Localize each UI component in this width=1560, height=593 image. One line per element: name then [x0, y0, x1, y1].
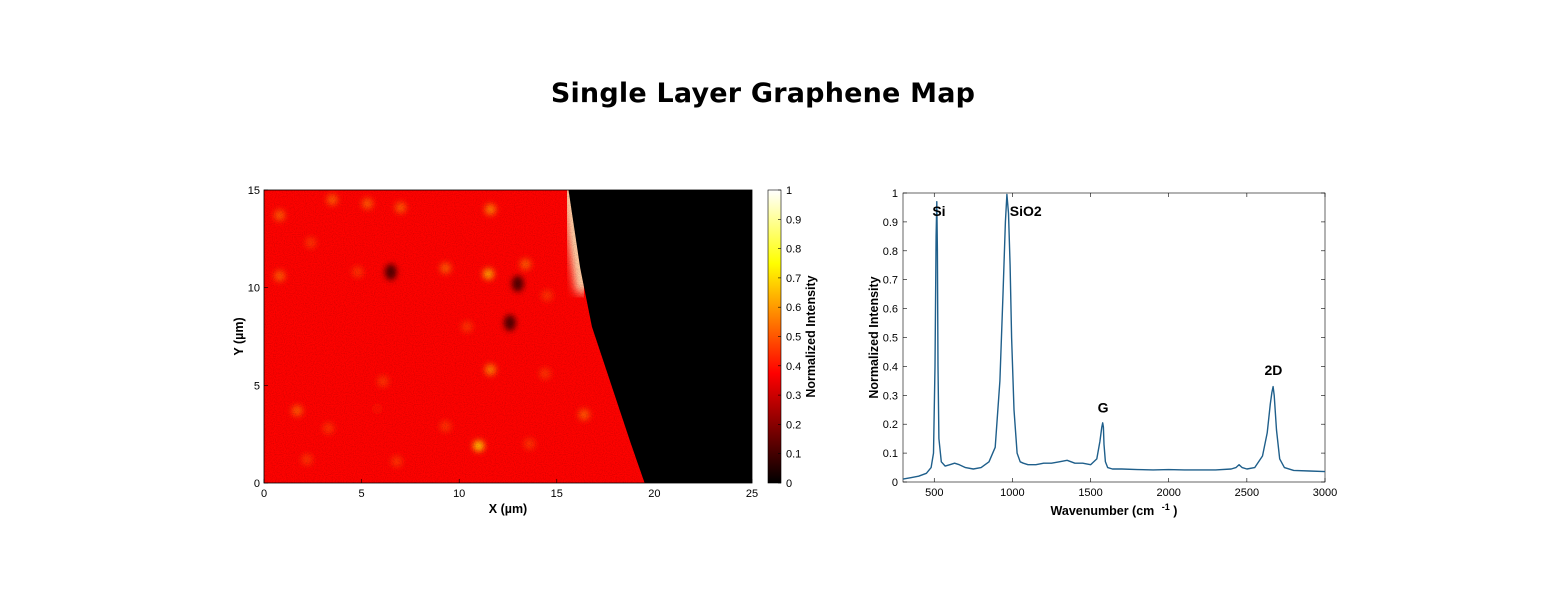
colorbar-label: Normalized Intensity: [804, 275, 818, 397]
spectrum-peak-label: 2D: [1264, 362, 1282, 378]
spectrum-x-tick-label: 2500: [1235, 487, 1259, 499]
heatmap-x-label: X (µm): [489, 502, 527, 516]
heatmap-x-tick-label: 0: [261, 488, 267, 500]
colorbar-tick-label: 0.6: [786, 302, 801, 314]
spectrum-y-tick-label: 0.8: [883, 246, 898, 258]
spectrum-x-label-close: ): [1173, 504, 1177, 518]
raman-spectrum-panel: 500 1000 1500 2000 2500 3000 0 0.1 0.2 0.3 0.4 0.5…: [867, 188, 1337, 518]
spectrum-y-tick-label: 0.3: [883, 390, 898, 402]
spectrum-y-tick-label: 0.4: [883, 361, 898, 373]
colorbar-tick-label: 0.8: [786, 244, 801, 256]
spectrum-x-tick-label: 3000: [1313, 487, 1337, 499]
spectrum-y-tick-label: 1: [892, 188, 898, 200]
page-title: Single Layer Graphene Map: [550, 78, 976, 109]
heatmap-y-tick-label: 15: [248, 185, 260, 197]
heatmap-frame: [263, 189, 753, 484]
spectrum-y-tick-label: 0.2: [883, 419, 898, 431]
spectrum-y-tick-label: 0.1: [883, 448, 898, 460]
colorbar-tick-label: 0.1: [786, 449, 801, 461]
spectrum-y-label: Normalized Intensity: [867, 276, 881, 398]
spectrum-y-tick-label: 0.7: [883, 275, 898, 287]
spectrum-y-tick-label: 0.9: [883, 217, 898, 229]
spectrum-y-tick-label: 0.5: [883, 333, 898, 345]
spectrum-x-label: Wavenumber (cm -1 ): [1051, 499, 1178, 518]
heatmap-x-tick-label: 25: [746, 488, 758, 500]
spectrum-frame: [902, 192, 1326, 483]
heatmap-x-tick-label: 5: [359, 488, 365, 500]
colorbar-tick-label: 0.4: [786, 361, 801, 373]
spectrum-x-tick-label: 500: [925, 487, 943, 499]
heatmap-substrate-region: [568, 190, 752, 483]
colorbar-tick-label: 0.7: [786, 273, 801, 285]
colorbar-ticks: 0 0.1 0.2 0.3 0.4 0.5 0.6 0.7 0.8 0.9 1: [778, 185, 801, 490]
colorbar-tick-label: 0.5: [786, 332, 801, 344]
heatmap-x-tick-label: 15: [551, 488, 563, 500]
spectrum-y-ticks: 0 0.1 0.2 0.3 0.4 0.5 0.6 0.7 0.8 0.9 1: [883, 188, 1325, 489]
spectrum-peak-label: G: [1098, 400, 1109, 416]
spectrum-y-tick-label: 0.6: [883, 304, 898, 316]
colorbar-tick-label: 1: [786, 185, 792, 197]
spectrum-x-label-superscript: -1: [1162, 502, 1170, 512]
spectrum-series-line: [902, 193, 1326, 480]
spectrum-y-tick-label: 0: [892, 477, 898, 489]
colorbar-tick-label: 0.9: [786, 214, 801, 226]
spectrum-x-tick-label: 2000: [1156, 487, 1180, 499]
colorbar-tick-label: 0.2: [786, 419, 801, 431]
spectrum-peak-label: Si: [932, 203, 945, 219]
heatmap-y-ticks: 0 5 10 15: [248, 185, 268, 490]
colorbar-tick-label: 0: [786, 478, 792, 490]
heatmap-y-tick-label: 5: [254, 380, 260, 392]
heatmap-image: [264, 190, 752, 483]
heatmap-x-ticks: 0 5 10 15 20 25: [261, 479, 758, 500]
spectrum-peak-labels: Si SiO2 G 2D: [932, 203, 1282, 416]
colorbar-tick-label: 0.3: [786, 390, 801, 402]
spectrum-x-tick-label: 1000: [1000, 487, 1024, 499]
spectrum-x-label-main: Wavenumber (cm: [1051, 504, 1155, 518]
spectrum-peak-label: SiO2: [1010, 203, 1042, 219]
spectrum-x-tick-label: 1500: [1078, 487, 1102, 499]
heatmap-y-tick-label: 0: [254, 478, 260, 490]
heatmap-x-tick-label: 20: [648, 488, 660, 500]
heatmap-y-label: Y (µm): [232, 317, 246, 355]
heatmap-y-tick-label: 10: [248, 283, 260, 295]
spectrum-x-ticks: 500 1000 1500 2000 2500 3000: [925, 193, 1337, 499]
heatmap-x-tick-label: 10: [453, 488, 465, 500]
